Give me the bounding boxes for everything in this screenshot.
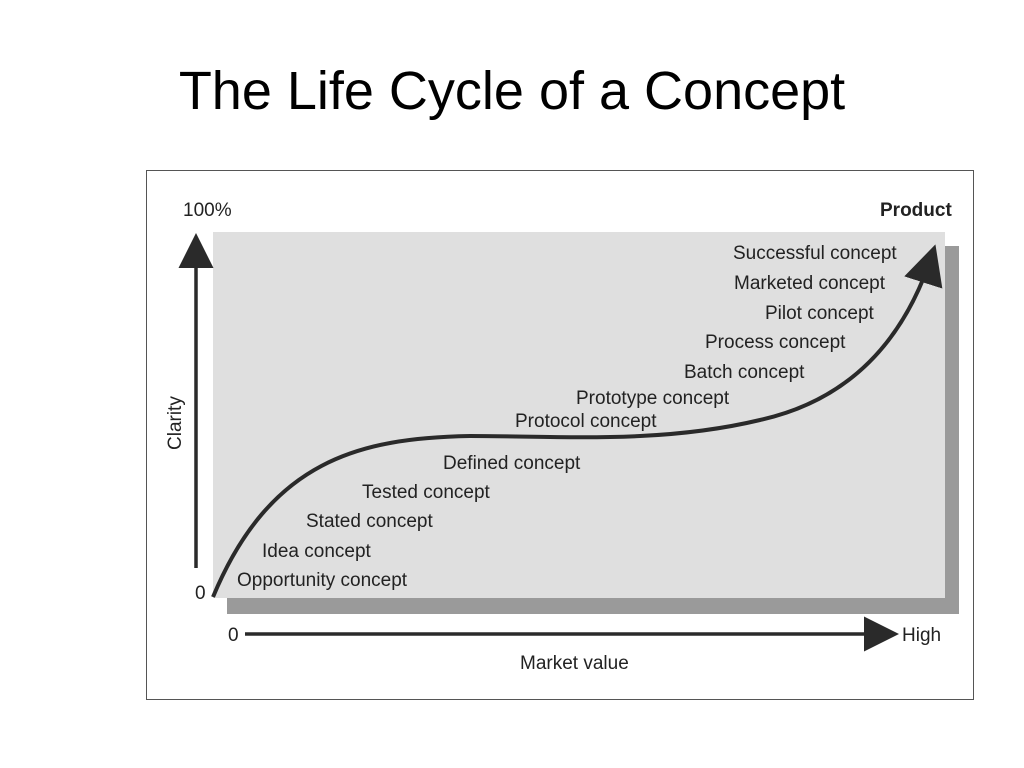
stage-label: Idea concept [262,541,372,562]
stage-label: Prototype concept [576,388,730,409]
stage-label: Opportunity concept [237,570,408,591]
y-axis-top-label: 100% [183,200,232,221]
stage-label: Defined concept [443,453,581,474]
stage-label: Stated concept [306,511,433,532]
plot-area [213,232,945,598]
stage-label: Tested concept [362,482,491,503]
life-cycle-curve [211,244,943,598]
y-axis-title: Clarity [165,396,186,450]
slide-title: The Life Cycle of a Concept [178,61,846,121]
product-label: Product [880,200,952,221]
stage-label: Successful concept [733,243,897,264]
stage-label: Marketed concept [734,273,886,294]
x-axis-title: Market value [520,653,629,674]
x-axis-end-label: High [902,625,941,646]
stage-label: Protocol concept [515,411,657,432]
stage-label: Process concept [705,332,846,353]
y-axis-bottom-label: 0 [195,583,206,604]
x-axis-start-label: 0 [228,625,239,646]
stage-label: Batch concept [684,362,805,383]
stage-label: Pilot concept [765,303,875,324]
